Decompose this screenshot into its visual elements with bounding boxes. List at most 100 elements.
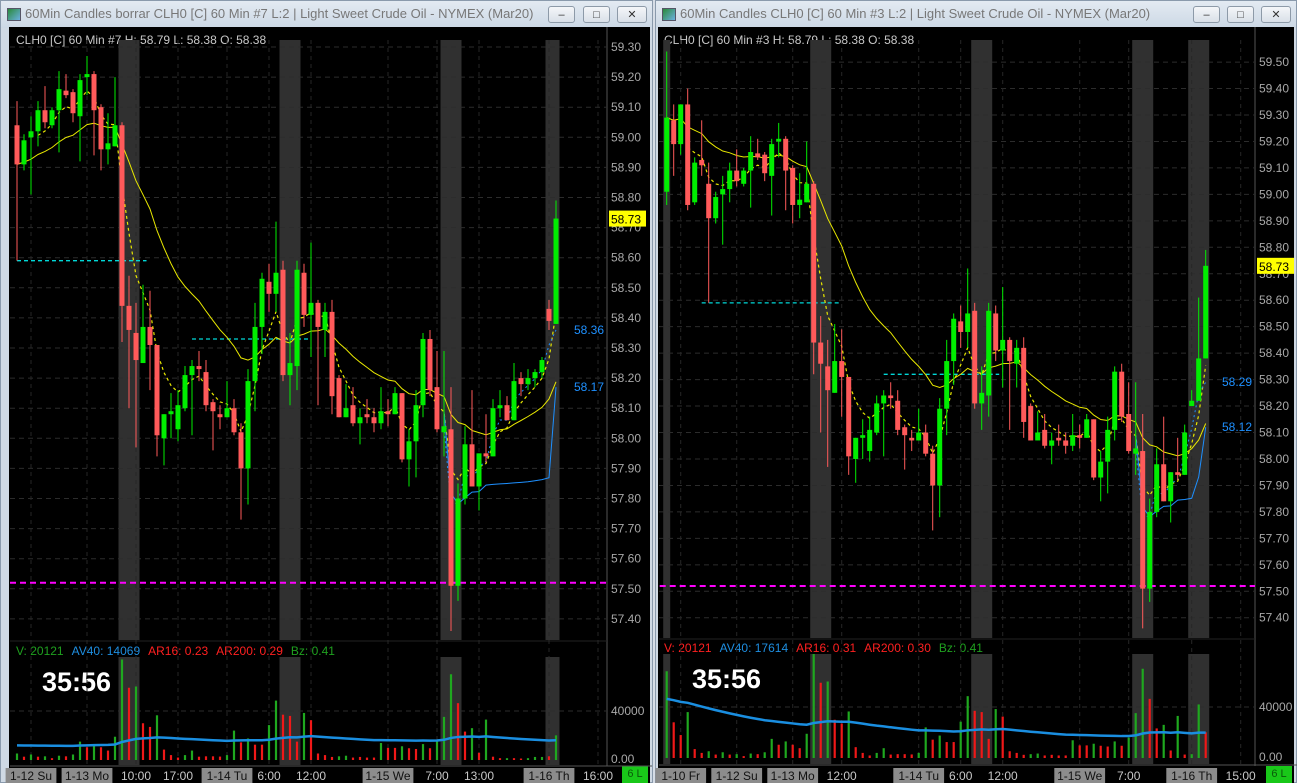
candle-up <box>259 278 265 327</box>
candle-up <box>874 403 880 433</box>
price-tick-label: 57.70 <box>611 522 641 536</box>
time-axis-label: 6:00 <box>257 769 281 783</box>
candle-down <box>888 395 894 399</box>
window-title: 60Min Candles borrar CLH0 [C] 60 Min #7 … <box>25 6 534 21</box>
candle-down <box>1063 440 1069 446</box>
price-tick-label: 59.10 <box>611 100 641 114</box>
candle-up <box>378 411 384 424</box>
candle-up <box>189 366 195 376</box>
bz-value: Bz: 0.41 <box>290 644 335 658</box>
window-title: 60Min Candles CLH0 [C] 60 Min #3 L:2 | L… <box>680 6 1151 21</box>
candle-up <box>441 426 447 433</box>
candle-up <box>1189 400 1195 407</box>
candle-down <box>238 432 244 469</box>
price-tick-label: 59.20 <box>611 70 641 84</box>
average-value-label: 58.36 <box>574 323 604 337</box>
candle-down <box>217 414 223 418</box>
candle-down <box>993 313 999 351</box>
volume-info-right: V: 20121 AV40: 17614 AR16: 0.31 AR200: 0.30… <box>664 641 991 655</box>
candle-down <box>119 125 125 306</box>
candle-up <box>867 429 873 452</box>
price-tick-label: 57.80 <box>1259 505 1289 519</box>
candle-up <box>769 144 775 176</box>
candle-down <box>399 393 405 460</box>
candle-down <box>280 269 286 376</box>
date-label-background <box>893 768 945 783</box>
candle-down <box>1042 429 1048 446</box>
time-axis-label: 15:00 <box>1226 769 1256 783</box>
minimize-button[interactable]: – <box>1193 6 1220 23</box>
candle-down <box>1161 464 1167 502</box>
candle-down <box>518 378 524 385</box>
candle-down <box>301 272 307 315</box>
price-tick-label: 58.50 <box>1259 320 1289 334</box>
date-label-background <box>655 768 707 783</box>
candle-up <box>490 408 496 457</box>
maximize-button[interactable]: □ <box>583 6 610 23</box>
candle-up <box>1084 419 1090 438</box>
candle-up <box>1203 265 1209 359</box>
candle-up <box>28 131 34 138</box>
price-tick-label: 57.90 <box>1259 478 1289 492</box>
candle-up <box>511 381 517 421</box>
candle-up <box>462 444 468 499</box>
date-label-background <box>61 768 113 783</box>
volume-value: V: 20121 <box>16 644 64 658</box>
price-tick-label: 58.00 <box>611 431 641 445</box>
candle-up <box>175 405 181 430</box>
candle-down <box>14 125 20 165</box>
candle-down <box>783 138 789 171</box>
volume-tick-label: 40000 <box>611 704 645 718</box>
candle-down <box>448 429 454 586</box>
candle-down <box>315 302 321 327</box>
time-axis-label: 17:00 <box>163 769 193 783</box>
candle-down <box>350 405 356 424</box>
candle-down <box>133 332 139 361</box>
candle-up <box>1168 472 1174 502</box>
date-label-background <box>711 768 763 783</box>
close-button[interactable]: ✕ <box>617 6 647 23</box>
price-tick-label: 57.40 <box>611 612 641 626</box>
candle-up <box>56 89 62 111</box>
title-bar[interactable]: 60Min Candles CLH0 [C] 60 Min #3 L:2 | L… <box>656 1 1296 28</box>
maximize-button[interactable]: □ <box>1227 6 1254 23</box>
last-price-tag <box>1257 257 1294 274</box>
time-axis-date-label: 1-15 We <box>1057 769 1102 783</box>
candle-down <box>1119 371 1125 417</box>
candle-up <box>539 360 545 373</box>
volume-value: V: 20121 <box>664 641 712 655</box>
candle-down <box>329 311 335 397</box>
candle-down <box>385 411 391 415</box>
date-label-background <box>5 768 57 783</box>
candle-down <box>1056 437 1062 441</box>
price-chart-left[interactable]: CLH0 [C] 60 Min #7 H: 58.79 L: 58.38 O: … <box>9 27 650 783</box>
candle-down <box>1175 472 1181 475</box>
minimize-button[interactable]: – <box>548 6 575 23</box>
candle-up <box>105 143 111 150</box>
candle-up <box>406 441 412 460</box>
date-label-background <box>362 768 414 783</box>
price-tick-label: 58.60 <box>1259 293 1289 307</box>
candle-up <box>343 408 349 418</box>
candle-down <box>63 90 69 96</box>
title-bar[interactable]: 60Min Candles borrar CLH0 [C] 60 Min #7 … <box>1 1 652 28</box>
ema-slow-line <box>666 117 1207 457</box>
candle-up <box>245 381 251 469</box>
price-tick-label: 58.80 <box>1259 240 1289 254</box>
app-icon <box>662 8 676 21</box>
session-highlight-band <box>971 40 993 638</box>
candle-up <box>21 140 27 165</box>
candle-up <box>741 170 747 184</box>
date-label-background <box>767 768 819 783</box>
candle-up <box>84 74 90 78</box>
close-button[interactable]: ✕ <box>1261 6 1291 23</box>
candle-down <box>818 342 824 364</box>
candle-up <box>168 411 174 415</box>
candle-up <box>1182 432 1188 475</box>
time-axis-label: 10:00 <box>121 769 151 783</box>
candle-down <box>1028 406 1034 441</box>
candle-up <box>553 218 559 324</box>
bar-countdown-timer: 35:56 <box>692 664 762 694</box>
candle-up <box>804 183 810 203</box>
volume-tick-label: 0.00 <box>611 752 635 766</box>
